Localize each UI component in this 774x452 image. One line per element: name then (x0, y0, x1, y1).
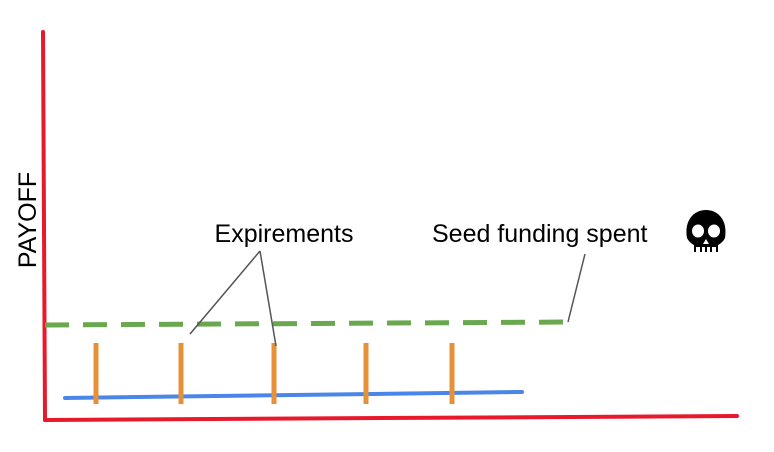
seed-funding-threshold-line (44, 319, 574, 328)
y-axis (41, 30, 47, 422)
y-axis-label: PAYOFF (14, 172, 42, 268)
baseline-line (63, 390, 524, 400)
skull-icon (686, 210, 726, 252)
experiment-bars (93, 343, 455, 404)
experiments-callout-line-1 (189, 250, 261, 335)
x-axis (43, 414, 739, 422)
seed-funding-callout-line (567, 253, 586, 323)
experiments-label: Expirements (215, 220, 354, 248)
experiments-callout-line-2 (259, 250, 277, 347)
seed-funding-label: Seed funding spent (432, 220, 648, 248)
